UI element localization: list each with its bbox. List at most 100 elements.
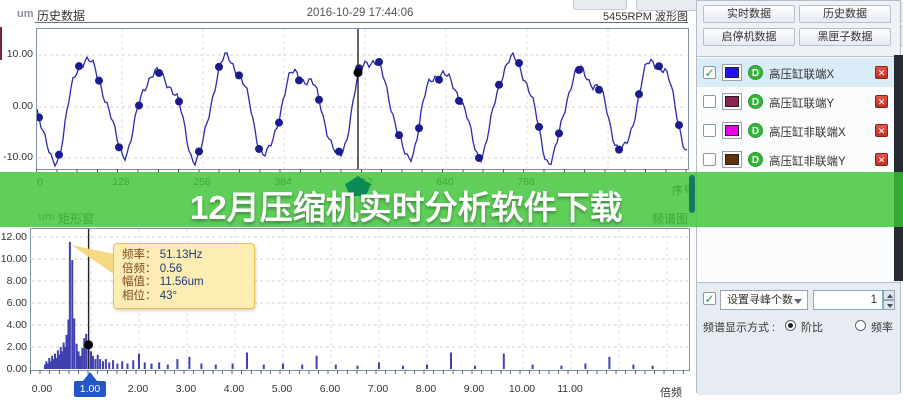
channel-row: ✓ D 高压缸联端X ✕ (697, 58, 900, 87)
spectrum-x-axis-title: 倍频 (660, 387, 682, 399)
spectrum-x-tick-label: 10.00 (508, 383, 536, 395)
waveform-cursor-marker-icon[interactable] (345, 176, 371, 196)
display-mode-option-label: 频率 (871, 322, 893, 334)
radio-dot (788, 323, 793, 328)
swatch-color (725, 67, 739, 78)
channel-row: D 高压缸非联端Y ✕ (697, 145, 900, 174)
tooltip-row: 频率： 51.13Hz (122, 249, 246, 263)
channel-checkbox[interactable] (703, 95, 716, 108)
spectrum-y-tick-label: 2.00 (6, 341, 27, 353)
peak-count-dropdown-label: 设置寻峰个数 (727, 294, 793, 306)
spin-up-button[interactable] (883, 290, 895, 300)
channel-delete-button[interactable]: ✕ (875, 153, 888, 166)
spectrum-y-tick-label: 12.00 (0, 231, 27, 243)
waveform-rpm-type: 5455RPM 波形图 (530, 8, 688, 24)
tooltip-row: 相位： 43° (122, 290, 246, 304)
spectrum-cursor-position-badge[interactable]: 1.00 (74, 381, 106, 397)
channel-color-swatch[interactable] (722, 151, 742, 168)
channel-checkbox[interactable] (703, 124, 716, 137)
channel-label: 高压缸非联端X (769, 127, 846, 139)
list-scrollbar-thumb[interactable] (689, 175, 695, 213)
spectrum-x-minor-ticks (30, 370, 688, 374)
waveform-x-minor-ticks (36, 169, 687, 173)
channel-delete-button[interactable]: ✕ (875, 66, 888, 79)
tooltip-label: 相位： (122, 289, 160, 302)
channel-label: 高压缸非联端Y (769, 156, 846, 168)
panel-button-realtime-data[interactable]: 实时数据 (703, 5, 795, 23)
tooltip-label: 幅值： (122, 276, 160, 288)
title-banner-overlay (0, 172, 903, 227)
channel-label: 高压缸联端Y (769, 98, 835, 110)
channel-checkbox[interactable] (703, 153, 716, 166)
spectrum-controls-section: ✓ 设置寻峰个数 1 频谱显示方式 : 阶比 频率 (697, 282, 900, 395)
tooltip-label: 频率： (122, 249, 160, 261)
peak-count-input[interactable]: 1 (813, 290, 883, 310)
channel-row: D 高压缸非联端X ✕ (697, 116, 900, 145)
waveform-y-tick-label: -10.00 (3, 151, 33, 163)
display-mode-radio-阶比[interactable] (785, 320, 796, 331)
peak-count-dropdown[interactable]: 设置寻峰个数 (720, 290, 808, 310)
banner-title: 12月压缩机实时分析软件下载 (190, 189, 623, 226)
channel-type-icon: D (748, 123, 763, 138)
swatch-color (725, 125, 739, 136)
spectrum-x-tick-label: 6.00 (319, 383, 341, 395)
swatch-color (725, 154, 739, 165)
spectrum-x-tick-label: 2.00 (127, 383, 149, 395)
channel-label: 高压缸联端X (769, 69, 835, 81)
spectrum-y-tick-label: 6.00 (6, 297, 27, 309)
waveform-type-label: 波形图 (655, 11, 688, 23)
tooltip-label: 倍频： (122, 262, 160, 275)
spectrum-x-tick-label: 3.00 (175, 383, 197, 395)
channel-checkbox[interactable]: ✓ (703, 66, 716, 80)
spectrum-x-tick-label: 8.00 (415, 383, 437, 395)
spectrum-x-tick-label: 4.00 (223, 383, 245, 395)
panel-button-startstop-data[interactable]: 启停机数据 (703, 28, 795, 46)
spin-down-button[interactable] (883, 300, 895, 310)
channel-list: ✓ D 高压缸联端X ✕ D 高压缸联端Y ✕ D 高压缸非联端X ✕ D 高压缸非联端Y ✕ (697, 56, 900, 283)
tooltip-value: 0.56 (159, 262, 183, 275)
tooltip-row: 幅值： 11.56um (122, 276, 246, 290)
peak-tooltip: 频率： 51.13Hz 倍频： 0.56 幅值： 11.56um 相位： 43° (113, 243, 255, 309)
panel-button-blackbox-data[interactable]: 黑匣子数据 (799, 28, 891, 46)
spectrum-x-tick-label: 0.00 (31, 383, 53, 395)
tooltip-value: 11.56um (159, 276, 204, 288)
chevron-down-icon (794, 299, 802, 304)
channel-color-swatch[interactable] (722, 64, 742, 81)
header-rule (35, 22, 688, 23)
spectrum-x-tick-label: 9.00 (463, 383, 485, 395)
waveform-y-tick-label: 0.00 (12, 100, 33, 112)
spectrum-y-tick-label: 4.00 (6, 319, 27, 331)
spectrum-y-tick-label: 8.00 (6, 275, 27, 287)
channel-type-icon: D (748, 94, 763, 109)
channel-delete-button[interactable]: ✕ (875, 124, 888, 137)
rpm-value: 5455RPM (603, 11, 652, 23)
spectrum-x-tick-label: 11.00 (557, 383, 583, 395)
spectrum-y-tick-label: 10.00 (0, 253, 27, 265)
waveform-title: 历史数据 (37, 9, 86, 23)
tooltip-value: 43° (159, 289, 178, 302)
peak-search-checkbox[interactable]: ✓ (703, 292, 716, 306)
spectrum-cursor-pointer-icon[interactable] (83, 372, 97, 381)
display-mode-option-label: 阶比 (801, 322, 823, 334)
channel-color-swatch[interactable] (722, 93, 742, 110)
panel-button-history-data[interactable]: 历史数据 (799, 5, 891, 23)
ghost-toolbar-tab (573, 0, 627, 10)
right-scrollbar-strip[interactable] (894, 55, 903, 281)
channel-row: D 高压缸联端Y ✕ (697, 87, 900, 116)
display-mode-radio-频率[interactable] (855, 320, 866, 331)
channel-type-icon: D (748, 152, 763, 167)
spectrum-x-tick-label: 7.00 (367, 383, 389, 395)
channel-color-swatch[interactable] (722, 122, 742, 139)
spectrum-y-tick-label: 0.00 (6, 363, 27, 375)
left-edge-artifact (0, 27, 2, 60)
channel-delete-button[interactable]: ✕ (875, 95, 888, 108)
waveform-timestamp: 2016-10-29 17:44:06 (306, 7, 414, 19)
spectrum-x-tick-label: 5.00 (271, 383, 293, 395)
waveform-y-tick-label: 10.00 (6, 48, 33, 60)
tooltip-value: 51.13Hz (159, 249, 203, 261)
tooltip-row: 倍频： 0.56 (122, 263, 246, 277)
waveform-plot-area[interactable] (36, 28, 689, 170)
display-mode-label: 频谱显示方式 : (703, 322, 776, 334)
channel-type-icon: D (748, 65, 763, 80)
